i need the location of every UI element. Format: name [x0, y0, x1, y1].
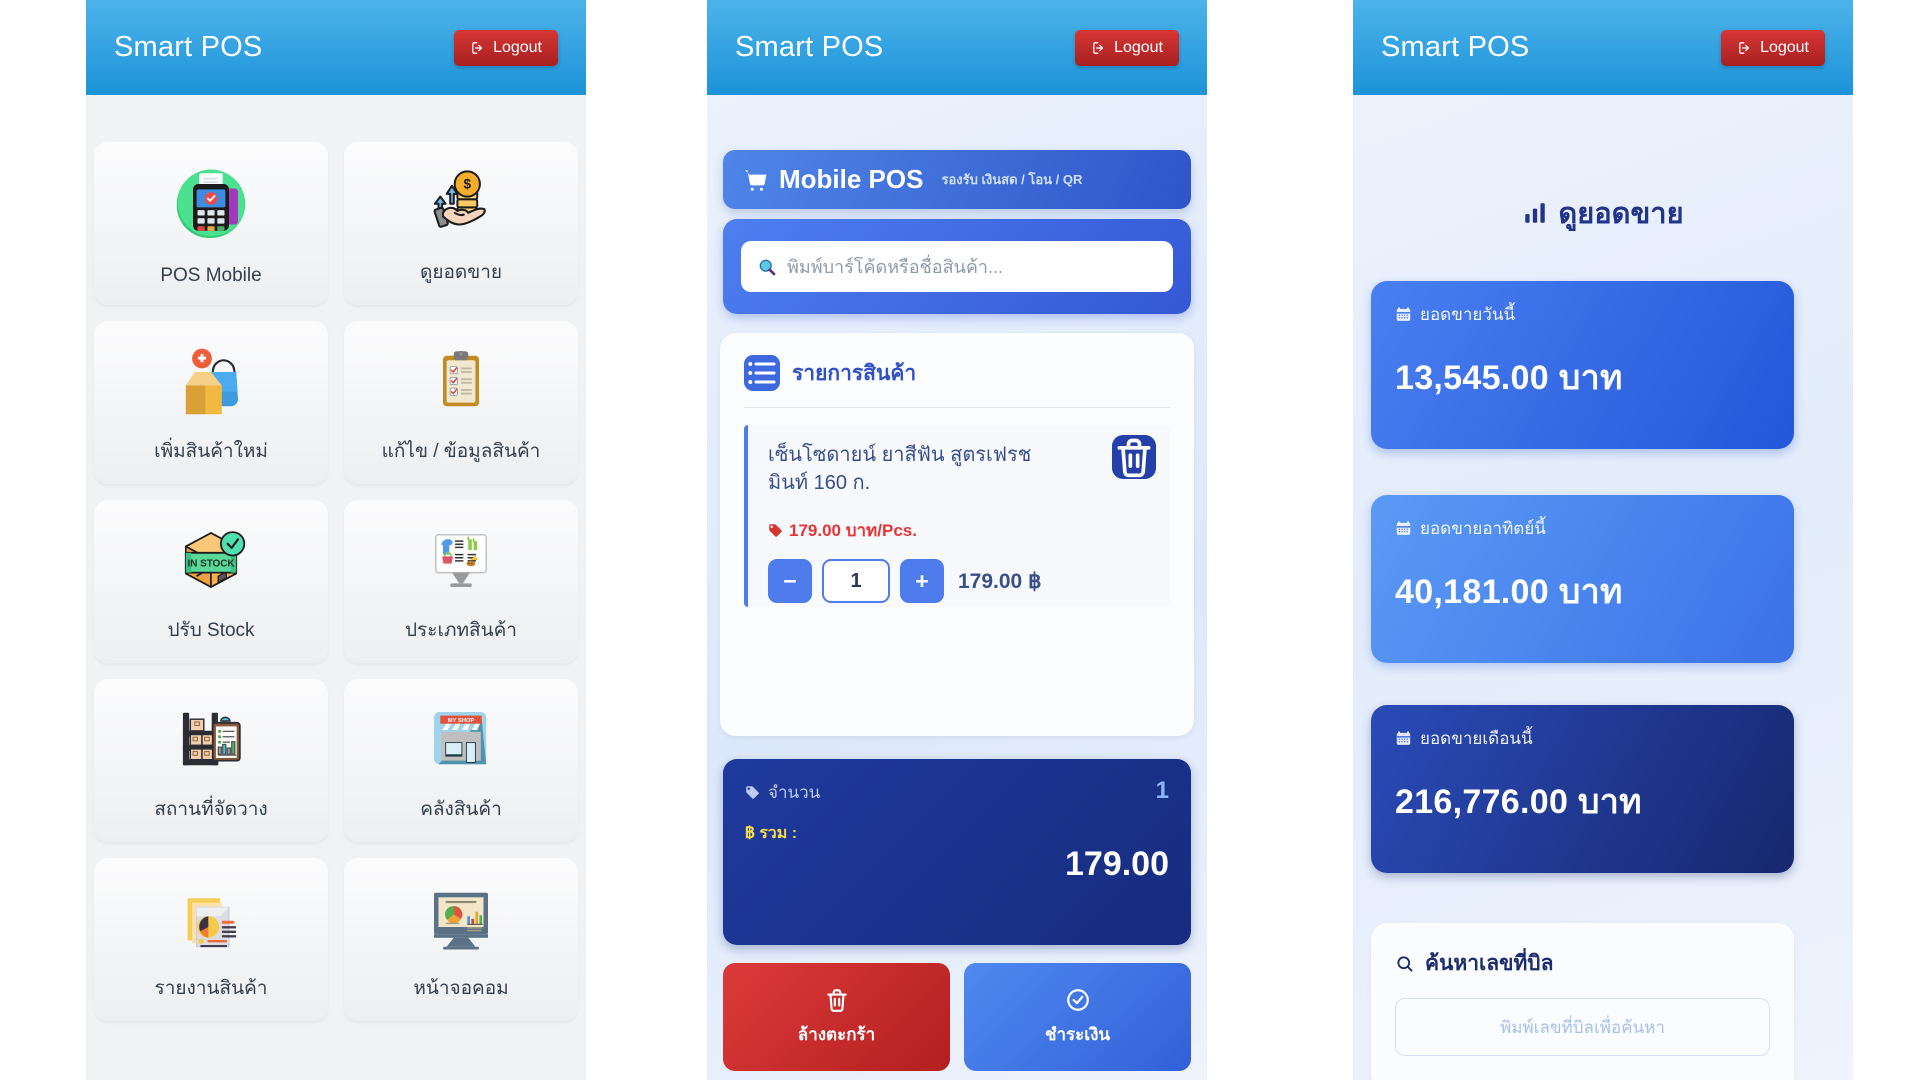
- svg-text:MY SHOP: MY SHOP: [448, 718, 475, 724]
- svg-text:$: $: [464, 177, 472, 192]
- svg-text:IN STOCK: IN STOCK: [187, 558, 235, 569]
